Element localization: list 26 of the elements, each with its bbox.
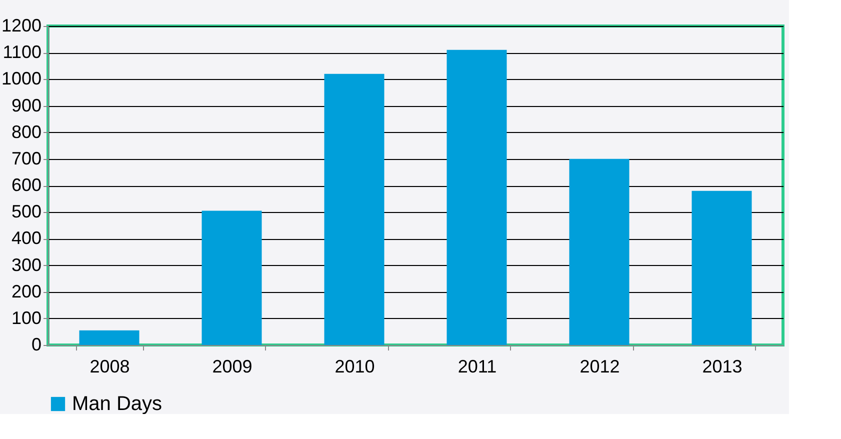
y-tick-label: 800 <box>11 122 42 142</box>
x-tick-label: 2012 <box>580 356 620 376</box>
bar <box>446 50 507 345</box>
legend-label: Man Days <box>72 393 162 415</box>
x-tick-label: 2010 <box>334 356 375 376</box>
bar <box>692 190 752 345</box>
y-tick-label: 0 <box>31 334 42 354</box>
y-tick-label: 100 <box>11 308 42 328</box>
y-tick-label: 700 <box>11 148 42 168</box>
y-tick-label: 400 <box>11 228 42 248</box>
y-tick-label: 900 <box>11 95 42 116</box>
y-tick-label: 200 <box>11 281 42 302</box>
bar <box>569 158 630 345</box>
bar <box>79 330 140 345</box>
y-tick-label: 1200 <box>1 16 42 36</box>
y-tick-label: 600 <box>11 175 42 195</box>
y-tick-label: 1100 <box>2 42 42 62</box>
x-tick-label: 2013 <box>702 356 742 376</box>
x-tick-label: 2008 <box>90 356 130 376</box>
y-tick-label: 300 <box>11 254 42 275</box>
bar <box>202 210 262 345</box>
bar <box>324 74 384 345</box>
y-tick-label: 500 <box>11 202 42 222</box>
x-tick-label: 2011 <box>458 356 497 376</box>
x-tick-label: 2009 <box>212 356 252 376</box>
y-tick-label: 1000 <box>1 68 42 89</box>
